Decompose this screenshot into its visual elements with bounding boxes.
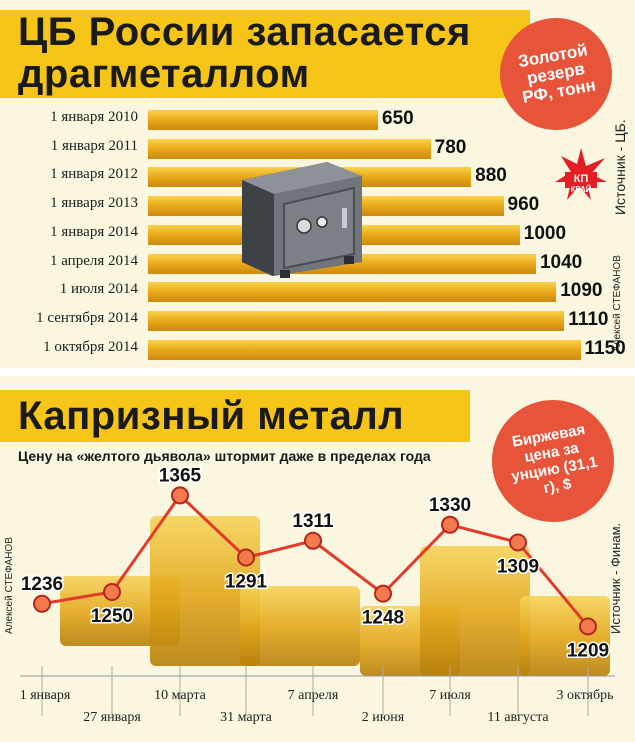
bar-category-label: 1 января 2010: [50, 109, 138, 125]
safe-icon: [242, 162, 362, 278]
svg-text:КП: КП: [574, 173, 589, 185]
price-point-marker: [374, 584, 392, 603]
x-tick-label: 2 июня: [361, 710, 405, 725]
gold-ingot-decoration: [150, 516, 260, 666]
x-tick-label: 11 августа: [487, 710, 549, 725]
price-value-label: 1250: [91, 606, 133, 627]
price-value-label: 1365: [159, 465, 202, 486]
bar-value-label: 960: [507, 194, 540, 216]
gold-ingot-decoration: [520, 596, 610, 676]
price-value-label: 1291: [225, 572, 268, 593]
x-tick-label: 1 января: [19, 688, 71, 703]
x-tick-label: 31 марта: [220, 710, 272, 725]
price-point-marker: [171, 486, 189, 505]
bar-category-label: 1 января 2014: [50, 223, 138, 240]
price-value-label: 1209: [567, 640, 609, 661]
reserve-bar: [148, 138, 431, 159]
kp-logo-icon: КП КРАЙ: [555, 148, 607, 200]
reserves-title-line2: драгметаллом: [18, 52, 310, 96]
price-line-chart: 1236 1250 1365 1291 1311 1248 1330 1309 1209 1 ян…: [0, 376, 635, 742]
reserve-bar: [148, 339, 581, 360]
price-panel: Капризный металл Цену на «желтого дьявол…: [0, 376, 635, 742]
price-point-marker: [237, 548, 255, 567]
bar-category-label: 1 июля 2014: [59, 281, 138, 298]
reserve-bar: [148, 110, 378, 130]
bar-category-label: 1 сентября 2014: [36, 309, 138, 326]
bar-value-label: 1090: [560, 280, 603, 302]
x-tick-label: 3 октябрь: [556, 688, 614, 703]
x-tick-label: 7 июля: [429, 688, 471, 703]
bar-category-label: 1 апреля 2014: [49, 252, 138, 269]
reserves-title-bar: [0, 10, 530, 98]
price-point-marker: [304, 531, 322, 550]
price-point-marker: [509, 533, 527, 552]
x-tick-label: 10 марта: [154, 688, 206, 703]
price-title-bar: [0, 390, 470, 442]
price-point-marker: [441, 515, 459, 534]
bar-value-label: 1110: [568, 308, 609, 330]
bar-category-label: 1 января 2013: [50, 195, 138, 212]
reserve-bar: [148, 310, 565, 331]
price-chart-svg: 1236 1250 1365 1291 1311 1248 1330 1309 1209: [19, 464, 615, 716]
bar-category-label: 1 января 2012: [50, 166, 138, 183]
price-value-label: 1236: [21, 574, 63, 595]
price-value-label: 1248: [362, 608, 404, 629]
gold-ingot-decoration: [420, 546, 530, 676]
bar-value-label: 880: [475, 165, 507, 187]
svg-text:КРАЙ: КРАЙ: [570, 185, 591, 194]
bar-value-label: 1150: [584, 337, 626, 359]
price-value-label: 1309: [497, 556, 539, 577]
price-value-label: 1330: [429, 495, 471, 516]
reserves-unit-text: Золотой резерв РФ, тонн: [516, 40, 598, 108]
reserve-bar: [148, 282, 557, 303]
price-point-marker: [579, 617, 597, 636]
reserves-source: Источник - ЦБ.: [612, 119, 628, 215]
gold-ingot-decoration: [240, 586, 360, 666]
x-tick-label: 27 января: [83, 710, 141, 725]
bar-category-label: 1 января 2011: [50, 137, 138, 154]
reserves-panel: ЦБ России запасается драгметаллом Золото…: [0, 0, 635, 368]
bar-value-label: 1040: [539, 251, 583, 273]
price-title: Капризный металл: [18, 394, 405, 438]
bar-value-label: 650: [382, 108, 414, 129]
price-point-marker: [33, 594, 51, 613]
price-subtitle: Цену на «желтого дьявола» штормит даже в…: [18, 448, 431, 464]
bar-value-label: 1000: [523, 222, 567, 244]
bar-value-label: 780: [434, 136, 467, 158]
x-tick-label: 7 апреля: [287, 688, 339, 703]
price-point-marker: [103, 583, 121, 601]
price-value-label: 1311: [292, 511, 334, 532]
reserves-title-line1: ЦБ России запасается: [18, 10, 471, 54]
bar-category-label: 1 октября 2014: [43, 338, 138, 355]
kp-logo: КП КРАЙ: [555, 148, 607, 200]
